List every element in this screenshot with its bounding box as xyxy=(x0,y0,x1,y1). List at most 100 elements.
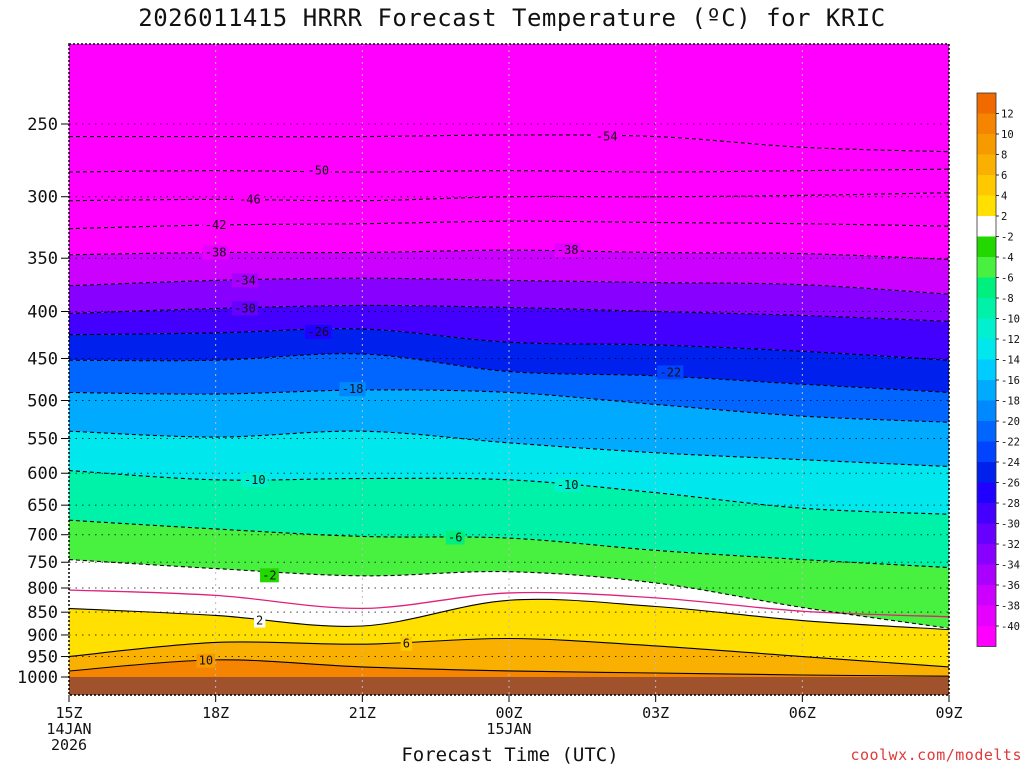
temp-band xyxy=(69,221,949,260)
colorbar-label: -18 xyxy=(1001,396,1020,408)
contour-label: 10 xyxy=(196,653,216,668)
contour-label-text: -38 xyxy=(557,243,579,257)
contour-label: -46 xyxy=(236,192,263,207)
y-tick-label: 450 xyxy=(27,349,58,369)
colorbar-swatch xyxy=(977,462,996,483)
contour-label-text: -54 xyxy=(596,130,618,144)
colorbar-label: -4 xyxy=(1001,252,1014,264)
contour-label: -54 xyxy=(593,129,620,144)
colorbar: 12 10 8 6 4 2 -2 -4 -6 -8 -10 -12 -14 -16 -18 -20 -22 -24… xyxy=(976,92,1020,647)
x-tick-label: 03Z xyxy=(642,704,669,722)
contour-label-bg xyxy=(253,613,266,628)
isotherm-contours xyxy=(69,134,949,677)
y-tick-label: 550 xyxy=(27,430,58,450)
y-tick-label: 500 xyxy=(27,392,58,412)
colorbar-label: -40 xyxy=(1001,621,1020,633)
y-tick-label: 800 xyxy=(27,579,58,599)
contour-label-bg xyxy=(657,365,684,380)
contour-label-text: -2 xyxy=(262,568,276,582)
contour-label-bg xyxy=(339,382,366,397)
isotherm-line xyxy=(69,637,949,668)
x-tick-label: 18Z xyxy=(202,704,229,722)
colorbar-swatch xyxy=(977,113,996,134)
x-tick-label: 2026 xyxy=(51,736,87,754)
colorbar-swatch xyxy=(977,277,996,298)
colorbar-swatch xyxy=(977,318,996,339)
contour-label-text: -30 xyxy=(234,301,256,315)
colorbar-label: -34 xyxy=(1001,560,1020,572)
contour-label-bg xyxy=(260,568,279,583)
contour-label: -6 xyxy=(445,530,465,545)
colorbar-swatch xyxy=(977,503,996,524)
contour-label-text: -6 xyxy=(448,531,462,545)
x-tick-label: 09Z xyxy=(935,704,962,722)
temp-band xyxy=(69,431,949,515)
colorbar-swatch xyxy=(977,93,996,114)
y-tick-label: 850 xyxy=(27,603,58,623)
temp-band xyxy=(69,192,949,229)
contour-label: -10 xyxy=(554,478,581,493)
contour-label-bg xyxy=(400,636,413,651)
contour-label: 2 xyxy=(253,613,266,628)
contour-label: -34 xyxy=(231,273,259,288)
temp-band xyxy=(69,589,949,630)
x-tick-label: 14JAN xyxy=(46,720,91,738)
colorbar-label: -38 xyxy=(1001,601,1020,613)
colorbar-swatch xyxy=(977,359,996,380)
colorbar-label: 6 xyxy=(1001,170,1007,182)
plot-frame xyxy=(68,43,950,696)
y-tick-label: 950 xyxy=(27,648,58,668)
contour-label-text: -38 xyxy=(205,245,227,259)
y-tick-label: 400 xyxy=(27,302,58,322)
credit-text: coolwx.com/modelts xyxy=(850,746,1022,764)
contour-label-bg xyxy=(236,192,263,207)
contour-label: -50 xyxy=(305,163,332,178)
temp-band xyxy=(69,169,949,201)
y-tick-label: 900 xyxy=(27,626,58,646)
x-tick-label: 15Z xyxy=(55,704,82,722)
colorbar-swatch xyxy=(977,585,996,606)
contour-label-text: 10 xyxy=(199,654,213,668)
contour-label: -42 xyxy=(202,217,229,232)
colorbar-swatch xyxy=(977,421,996,442)
contour-label-bg xyxy=(593,129,620,144)
contour-label-text: -34 xyxy=(234,273,256,287)
contour-label: -10 xyxy=(241,472,268,487)
colorbar-label: -28 xyxy=(1001,498,1020,510)
contour-label-bg xyxy=(445,530,465,545)
colorbar-swatch xyxy=(977,236,996,257)
colorbar-swatch xyxy=(977,523,996,544)
contour-labels: 10 6 2 -2 -6 -10 -10 -18 -22 -26 -30 -34 -38 -38 -42 -4… xyxy=(196,129,684,668)
colorbar-swatch xyxy=(977,482,996,503)
contour-label: -2 xyxy=(260,568,279,583)
colorbar-label: 4 xyxy=(1001,191,1007,203)
colorbar-label: -10 xyxy=(1001,314,1020,326)
colorbar-swatch xyxy=(977,175,996,196)
contour-label-text: -50 xyxy=(307,164,329,178)
x-axis-title: Forecast Time (UTC) xyxy=(401,744,619,766)
contour-label-bg xyxy=(305,163,332,178)
colorbar-swatch xyxy=(977,441,996,462)
contour-label-bg xyxy=(554,243,581,258)
colorbar-label: -8 xyxy=(1001,293,1014,305)
colorbar-label: 12 xyxy=(1001,109,1014,121)
colorbar-label: -26 xyxy=(1001,478,1020,490)
x-tick-label: 15JAN xyxy=(486,720,531,738)
contour-label-text: -10 xyxy=(557,478,579,492)
colorbar-label: 10 xyxy=(1001,129,1014,141)
contour-label-bg xyxy=(305,324,332,339)
isotherm-line xyxy=(69,353,949,393)
colorbar-swatch xyxy=(977,339,996,360)
colorbar-swatch xyxy=(977,564,996,585)
colorbar-label: -14 xyxy=(1001,355,1020,367)
contour-label: 6 xyxy=(400,636,413,651)
contour-label-text: -26 xyxy=(307,325,329,339)
colorbar-swatch xyxy=(977,195,996,216)
colorbar-label: -36 xyxy=(1001,580,1020,592)
temp-band xyxy=(69,278,949,322)
colorbar-swatch xyxy=(977,544,996,565)
colorbar-swatch xyxy=(977,257,996,278)
temp-band-coldest xyxy=(69,44,949,152)
